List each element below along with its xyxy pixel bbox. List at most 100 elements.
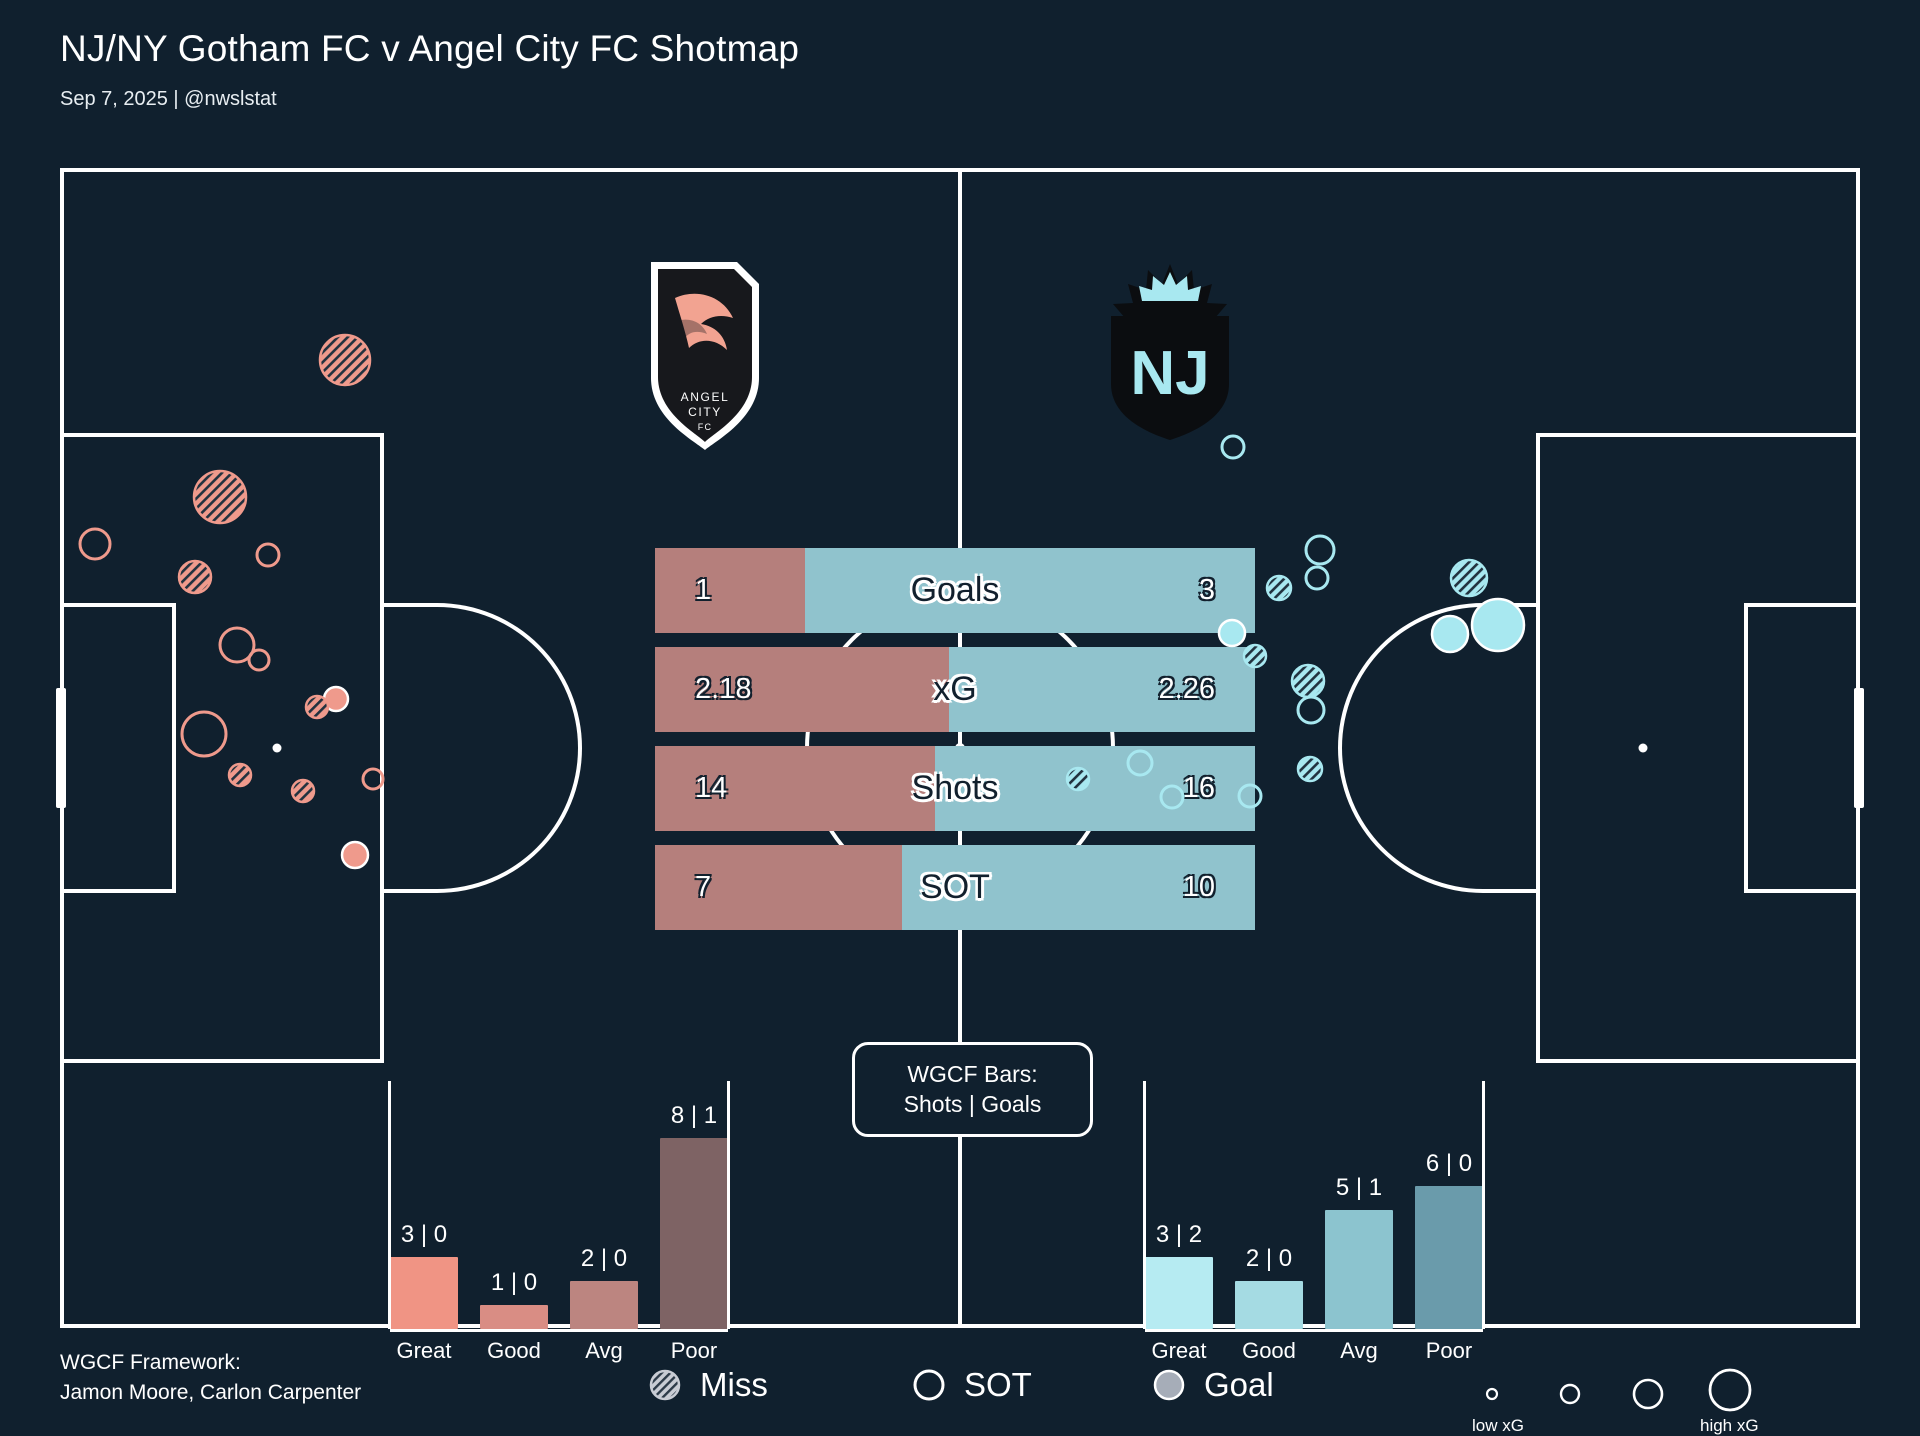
goals-bar-right bbox=[805, 548, 1255, 633]
left-penalty-spot bbox=[272, 743, 282, 753]
wgcf-bar-value: 1 | 0 bbox=[490, 1269, 538, 1296]
stat-row-goals: 1 Goals 3 bbox=[655, 548, 1255, 633]
sot-bar-right bbox=[902, 845, 1255, 930]
crest-text-fc: FC bbox=[698, 422, 712, 432]
angel-city-crest: ANGEL CITY FC bbox=[645, 258, 765, 459]
wgcf-note-line2: Shots | Goals bbox=[903, 1091, 1042, 1118]
wgcf-bar bbox=[1235, 1281, 1303, 1329]
crest-text-ny: NJ bbox=[1130, 339, 1209, 408]
crest-text-angel: ANGEL bbox=[681, 390, 730, 404]
xg-size-2-icon bbox=[1559, 1383, 1581, 1405]
wgcf-column: 2 | 0 bbox=[1235, 1079, 1303, 1329]
wgcf-category-label: Great bbox=[396, 1338, 452, 1363]
right-goal bbox=[1854, 688, 1864, 808]
legend-sot: SOT bbox=[912, 1366, 1032, 1404]
wgcf-bar-value: 2 | 0 bbox=[580, 1245, 628, 1272]
wgcf-category-label: Avg bbox=[585, 1338, 623, 1363]
xg-size-1-icon bbox=[1485, 1387, 1499, 1401]
credit: WGCF Framework: Jamon Moore, Carlon Carp… bbox=[60, 1348, 361, 1409]
goals-value-right: 3 bbox=[1198, 574, 1215, 606]
xg-value-left: 2.18 bbox=[695, 673, 752, 705]
legend-goal-label: Goal bbox=[1204, 1366, 1274, 1403]
goals-bar-left bbox=[655, 548, 805, 633]
wgcf-column: 3 | 2 bbox=[1145, 1079, 1213, 1329]
wgcf-chart-gotham: 3 | 2 2 | 0 5 | 1 6 | 0 Great Good Avg Poor bbox=[1143, 1079, 1485, 1364]
wgcf-axis-tick-right bbox=[1482, 1081, 1485, 1329]
legend-miss: Miss bbox=[648, 1366, 768, 1404]
shots-label: Shots bbox=[911, 769, 999, 807]
wgcf-chart-angel-city: 3 | 0 1 | 0 2 | 0 8 | 1 Great Good Avg Poor bbox=[388, 1079, 730, 1364]
stat-row-shots: 14 Shots 16 bbox=[655, 746, 1255, 831]
wgcf-category-label: Poor bbox=[1425, 1338, 1473, 1363]
sot-bar-left bbox=[655, 845, 903, 930]
wgcf-bar bbox=[1415, 1186, 1483, 1329]
wgcf-axis-tick-right bbox=[727, 1081, 730, 1329]
wgcf-bar-value: 5 | 1 bbox=[1335, 1174, 1383, 1201]
wgcf-note: WGCF Bars: Shots | Goals bbox=[852, 1042, 1093, 1137]
wgcf-bar bbox=[480, 1305, 548, 1329]
xg-size-4-icon bbox=[1708, 1368, 1752, 1412]
wgcf-category-label: Good bbox=[487, 1338, 541, 1363]
wgcf-column: 2 | 0 bbox=[570, 1079, 638, 1329]
wgcf-bar bbox=[1145, 1257, 1213, 1329]
wgcf-note-line1: WGCF Bars: bbox=[907, 1061, 1038, 1087]
wgcf-column: 8 | 1 bbox=[660, 1079, 728, 1329]
outline-circle-icon bbox=[913, 1369, 945, 1401]
filled-circle-icon bbox=[1153, 1369, 1185, 1401]
xg-bar-left bbox=[655, 647, 949, 732]
wgcf-bar bbox=[390, 1257, 458, 1329]
footer-legend: WGCF Framework: Jamon Moore, Carlon Carp… bbox=[0, 1332, 1920, 1435]
xg-bar-right bbox=[949, 647, 1255, 732]
crest-text-city: CITY bbox=[688, 405, 722, 419]
goals-label: Goals bbox=[910, 571, 1000, 609]
legend-sot-label: SOT bbox=[964, 1366, 1032, 1403]
left-goal bbox=[56, 688, 66, 808]
wgcf-bar-value: 8 | 1 bbox=[670, 1102, 718, 1129]
gotham-crest: NJ bbox=[1095, 258, 1245, 448]
wgcf-bar-value: 6 | 0 bbox=[1425, 1150, 1473, 1177]
shots-bar-right bbox=[935, 746, 1255, 831]
comparison-bars: 1 Goals 3 2.18 xG 2.26 14 Shots 16 7 SOT… bbox=[655, 548, 1255, 930]
right-penalty-area bbox=[1536, 433, 1856, 1063]
wgcf-bar bbox=[570, 1281, 638, 1329]
shots-value-right: 16 bbox=[1182, 772, 1215, 804]
wgcf-column: 6 | 0 bbox=[1415, 1079, 1483, 1329]
hatched-circle-icon bbox=[649, 1369, 681, 1401]
wgcf-axis-tick-left bbox=[388, 1081, 391, 1329]
right-penalty-spot bbox=[1638, 743, 1648, 753]
xg-value-right: 2.26 bbox=[1158, 673, 1215, 705]
goals-value-left: 1 bbox=[695, 574, 712, 606]
sot-value-left: 7 bbox=[695, 871, 712, 903]
wgcf-column: 5 | 1 bbox=[1325, 1079, 1393, 1329]
wgcf-bar-value: 3 | 2 bbox=[1155, 1221, 1203, 1248]
wgcf-column: 3 | 0 bbox=[390, 1079, 458, 1329]
sot-label: SOT bbox=[920, 868, 990, 906]
wgcf-category-label: Good bbox=[1242, 1338, 1296, 1363]
left-six-yard-box bbox=[64, 603, 176, 893]
right-six-yard-box bbox=[1744, 603, 1856, 893]
wgcf-bar bbox=[1325, 1210, 1393, 1329]
wgcf-bar bbox=[660, 1138, 728, 1329]
shots-value-left: 14 bbox=[695, 772, 728, 804]
stat-row-sot: 7 SOT 10 bbox=[655, 845, 1255, 930]
credit-line2: Jamon Moore, Carlon Carpenter bbox=[60, 1381, 362, 1405]
wgcf-category-label: Avg bbox=[1340, 1338, 1378, 1363]
xg-label: xG bbox=[933, 670, 977, 708]
left-penalty-arc bbox=[382, 603, 582, 893]
shots-bar-left bbox=[655, 746, 936, 831]
right-penalty-arc bbox=[1338, 603, 1538, 893]
legend-miss-label: Miss bbox=[700, 1366, 768, 1403]
wgcf-bar-value: 2 | 0 bbox=[1245, 1245, 1293, 1272]
page-subtitle: Sep 7, 2025 | @nwslstat bbox=[60, 88, 277, 110]
wgcf-column: 1 | 0 bbox=[480, 1079, 548, 1329]
page-title: NJ/NY Gotham FC v Angel City FC Shotmap bbox=[60, 28, 800, 69]
wgcf-category-label: Great bbox=[1151, 1338, 1207, 1363]
wgcf-axis-tick-left bbox=[1143, 1081, 1146, 1329]
xg-scale-high-label: high xG bbox=[1700, 1416, 1759, 1435]
legend-goal: Goal bbox=[1152, 1366, 1274, 1404]
credit-line1: WGCF Framework: bbox=[60, 1351, 241, 1374]
xg-size-3-icon bbox=[1632, 1378, 1664, 1410]
stat-row-xg: 2.18 xG 2.26 bbox=[655, 647, 1255, 732]
wgcf-bar-value: 3 | 0 bbox=[400, 1221, 448, 1248]
